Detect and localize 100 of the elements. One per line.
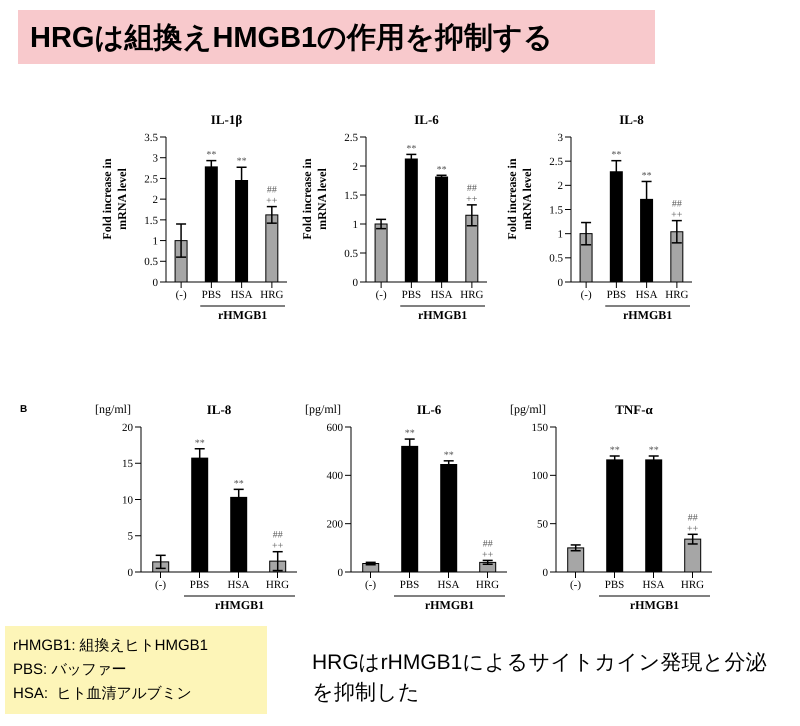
annotation: ## (672, 198, 682, 210)
y-tick-label: 0.5 (549, 252, 564, 265)
y-tick-label: 2 (152, 194, 158, 206)
x-tick-label: (-) (365, 578, 376, 591)
y-tick-label: 2.5 (344, 132, 358, 144)
text: B (20, 404, 28, 415)
annotation: ** (404, 428, 415, 440)
y-tick-label: 1 (352, 218, 358, 231)
x-axis-title: rHMGB1 (218, 308, 268, 322)
y-axis-title: [pg/ml] (305, 402, 341, 417)
x-tick-label: PBS (606, 288, 626, 301)
y-tick-label: 0 (128, 566, 134, 579)
annotation: ** (236, 156, 247, 168)
x-tick-label: HRG (665, 288, 689, 301)
annotation: ** (648, 445, 659, 456)
x-tick-label: PBS (400, 578, 420, 591)
x-tick-label: HRG (266, 578, 290, 591)
chart-title: IL-6 (416, 402, 442, 418)
chart-title: IL-8 (618, 112, 645, 128)
annotation: ## (272, 530, 283, 541)
x-tick-label: PBS (604, 578, 624, 591)
x-tick-label: PBS (190, 578, 210, 591)
x-tick-label: HRG (476, 578, 500, 591)
x-axis-title: rHMGB1 (630, 598, 680, 612)
annotation: ** (194, 438, 205, 449)
annotation: ++ (466, 194, 478, 205)
y-tick-label: 0.5 (344, 248, 358, 260)
x-tick-label: HRG (460, 288, 484, 301)
y-tick-label: 2 (352, 160, 358, 173)
x-tick-label: (-) (570, 578, 582, 591)
x-tick-label: HSA (230, 288, 253, 301)
y-tick-label: 150 (532, 422, 548, 434)
y-tick-label: 15 (122, 458, 134, 470)
annotation: ## (688, 512, 698, 524)
y-tick-label: 600 (326, 422, 344, 434)
y-tick-label: 1 (152, 235, 158, 248)
annotation: ** (206, 150, 216, 161)
annotation: ## (482, 538, 493, 550)
x-tick-label: HSA (430, 288, 453, 301)
y-tick-label: 3.5 (144, 132, 158, 144)
y-tick-label: 1 (558, 228, 563, 241)
x-tick-label: (-) (155, 578, 166, 591)
y-tick-label: 0 (338, 566, 344, 579)
y-tick-label: 0 (558, 276, 564, 289)
y-tick-label: 0 (152, 276, 158, 289)
x-tick-label: PBS (402, 288, 422, 301)
annotation: ** (642, 170, 652, 182)
y-tick-label: 2.5 (549, 156, 564, 168)
annotation: ** (444, 450, 454, 461)
annotation: ** (436, 164, 447, 176)
text: HRGは組換えHMGB1の作用を抑制する (18, 10, 655, 66)
y-tick-label: 400 (326, 470, 344, 482)
text: rHMGB1: 組換えヒトHMGB1 (13, 636, 210, 656)
y-tick-label: 1.5 (549, 204, 564, 216)
x-tick-label: HRG (680, 578, 704, 591)
y-tick-label: 200 (326, 518, 344, 531)
y-axis-title: Fold increase in mRNA level (100, 157, 130, 242)
x-tick-label: (-) (376, 288, 387, 301)
y-tick-label: 3 (558, 132, 564, 144)
annotation: ++ (687, 523, 699, 534)
y-tick-label: 50 (537, 518, 548, 531)
x-tick-label: HSA (227, 578, 250, 591)
y-axis-title: Fold increase in mRNA level (300, 157, 330, 242)
y-tick-label: 0.5 (144, 256, 158, 268)
y-tick-label: 2.5 (144, 173, 158, 186)
y-tick-label: 0 (352, 276, 358, 289)
text: PBS: バッファー (13, 660, 128, 680)
annotation: ** (234, 478, 244, 490)
x-tick-label: (-) (580, 288, 592, 301)
y-tick-label: 100 (532, 470, 548, 482)
chart-title: IL-8 (206, 402, 232, 418)
annotation: ++ (482, 549, 494, 560)
annotation: ## (466, 182, 477, 194)
y-tick-label: 2 (558, 180, 563, 192)
annotation: ** (406, 143, 416, 154)
annotation: ++ (272, 540, 284, 552)
chart-title: IL-1β (210, 112, 244, 128)
x-tick-label: HSA (636, 288, 658, 301)
x-tick-label: HSA (437, 578, 460, 591)
y-tick-label: 20 (122, 422, 134, 434)
x-tick-label: HRG (260, 288, 284, 301)
x-axis-title: rHMGB1 (214, 598, 264, 612)
y-tick-label: 5 (128, 530, 134, 543)
annotation: ++ (671, 210, 683, 221)
y-tick-label: 0 (542, 566, 548, 579)
chart-title: TNF-α (614, 402, 654, 418)
annotation: ** (610, 445, 620, 456)
text: HRGはrHMGB1によるサイトカイン発現と分泌を抑制した (312, 650, 768, 706)
x-axis-title: rHMGB1 (622, 308, 672, 322)
x-tick-label: (-) (176, 288, 187, 301)
y-tick-label: 10 (122, 494, 134, 506)
x-axis-title: rHMGB1 (418, 308, 468, 322)
x-tick-label: PBS (202, 288, 222, 301)
x-axis-title: rHMGB1 (424, 598, 474, 612)
y-axis-title: [ng/ml] (95, 402, 131, 417)
y-tick-label: 1.5 (344, 190, 358, 202)
y-tick-label: 3 (152, 152, 158, 165)
annotation: ** (611, 150, 622, 161)
text: HSA: ヒト血清アルブミン (13, 684, 192, 704)
y-axis-title: Fold increase in mRNA level (505, 157, 535, 242)
